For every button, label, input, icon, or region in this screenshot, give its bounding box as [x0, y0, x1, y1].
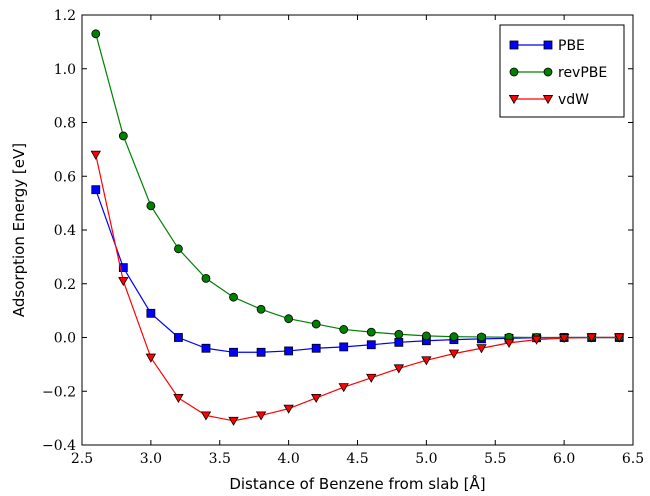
y-tick-label: 0.8 [54, 116, 76, 132]
y-tick-label: 0.6 [54, 169, 76, 185]
data-point-vdw [393, 364, 405, 374]
data-point-pbe [118, 263, 128, 273]
data-point-revpbe [118, 131, 128, 141]
x-tick-label: 3.5 [209, 451, 231, 467]
data-point-revpbe [229, 292, 238, 302]
data-point-revpbe [477, 332, 486, 342]
legend-item-revpbe: revPBE [509, 65, 607, 81]
data-point-vdw [145, 353, 157, 363]
axis-ticks: 2.5 3.0 3.5 4.0 4.5 5.0 5.5 6.0 6.5 −0.4 −0.2 0.0 0.… [42, 8, 644, 467]
data-point-pbe [394, 337, 404, 347]
data-point-vdw [421, 356, 432, 366]
data-point-vdw [228, 416, 239, 426]
legend: PBE revPBE vdW [499, 24, 625, 118]
data-point-revpbe [146, 201, 156, 211]
legend-marker [543, 40, 553, 50]
legend-label: revPBE [558, 65, 607, 81]
y-tick-label: 0.0 [54, 331, 76, 347]
data-point-revpbe [394, 329, 404, 339]
legend-marker [508, 95, 520, 105]
y-tick-label: −0.2 [42, 384, 76, 400]
x-tick-label: 2.5 [71, 451, 93, 467]
x-tick-label: 5.5 [484, 451, 506, 467]
data-point-revpbe [256, 304, 266, 314]
data-point-revpbe [311, 319, 321, 329]
data-point-revpbe [91, 29, 101, 39]
data-point-revpbe [284, 314, 294, 324]
legend-label: vdW [558, 92, 589, 108]
data-point-revpbe [449, 332, 459, 342]
y-tick-label: 0.2 [54, 277, 76, 293]
series-layer [90, 29, 625, 426]
x-tick-label: 6.0 [553, 451, 575, 467]
legend-marker [509, 40, 519, 50]
legend-marker [543, 67, 553, 77]
data-point-revpbe [421, 331, 431, 341]
series-revpbe [91, 29, 624, 342]
data-point-vdw [531, 335, 542, 345]
data-point-vdw [90, 150, 101, 160]
legend-item-pbe: PBE [509, 38, 585, 54]
data-point-vdw [503, 338, 515, 348]
data-point-vdw [366, 373, 377, 383]
legend-item-vdw: vdW [508, 92, 589, 108]
legend-box [499, 24, 625, 118]
data-point-revpbe [174, 244, 183, 254]
data-point-vdw [118, 277, 129, 287]
data-point-vdw [476, 344, 487, 354]
series-vdw [90, 150, 625, 426]
data-point-vdw [448, 349, 460, 359]
data-point-pbe [366, 340, 376, 350]
y-tick-label: −0.4 [42, 438, 76, 454]
data-point-pbe [146, 308, 156, 318]
data-point-pbe [201, 343, 211, 353]
data-point-vdw [200, 411, 212, 421]
series-line-revpbe [95, 33, 620, 339]
data-point-pbe [256, 347, 266, 357]
y-tick-label: 1.0 [54, 62, 76, 78]
legend-marker [542, 95, 554, 105]
data-point-revpbe [339, 325, 349, 334]
x-tick-label: 3.0 [140, 451, 162, 467]
data-point-vdw [255, 411, 267, 421]
data-point-vdw [614, 333, 625, 343]
data-point-vdw [173, 393, 184, 404]
data-point-vdw [310, 393, 322, 404]
data-point-revpbe [201, 273, 211, 283]
x-tick-label: 5.0 [415, 451, 437, 467]
data-point-pbe [174, 333, 183, 342]
legend-marker [509, 67, 519, 77]
x-tick-label: 6.5 [622, 451, 644, 467]
data-point-vdw [558, 334, 570, 344]
series-line-vdw [95, 154, 620, 422]
data-point-pbe [91, 185, 101, 195]
data-point-pbe [311, 343, 321, 353]
data-point-pbe [339, 342, 349, 352]
data-point-vdw [338, 383, 349, 393]
y-tick-label: 0.4 [54, 223, 76, 239]
data-point-pbe [284, 346, 294, 356]
y-axis-label: Adsorption Energy [eV] [10, 143, 28, 317]
data-point-pbe [229, 347, 238, 357]
data-point-vdw [586, 333, 597, 343]
y-tick-label: 1.2 [54, 8, 76, 24]
legend-label: PBE [558, 38, 585, 54]
x-axis-label: Distance of Benzene from slab [Å] [229, 474, 485, 493]
x-tick-label: 4.5 [346, 451, 368, 467]
x-tick-label: 4.0 [277, 451, 299, 467]
data-point-vdw [283, 404, 294, 414]
data-point-revpbe [366, 327, 376, 337]
